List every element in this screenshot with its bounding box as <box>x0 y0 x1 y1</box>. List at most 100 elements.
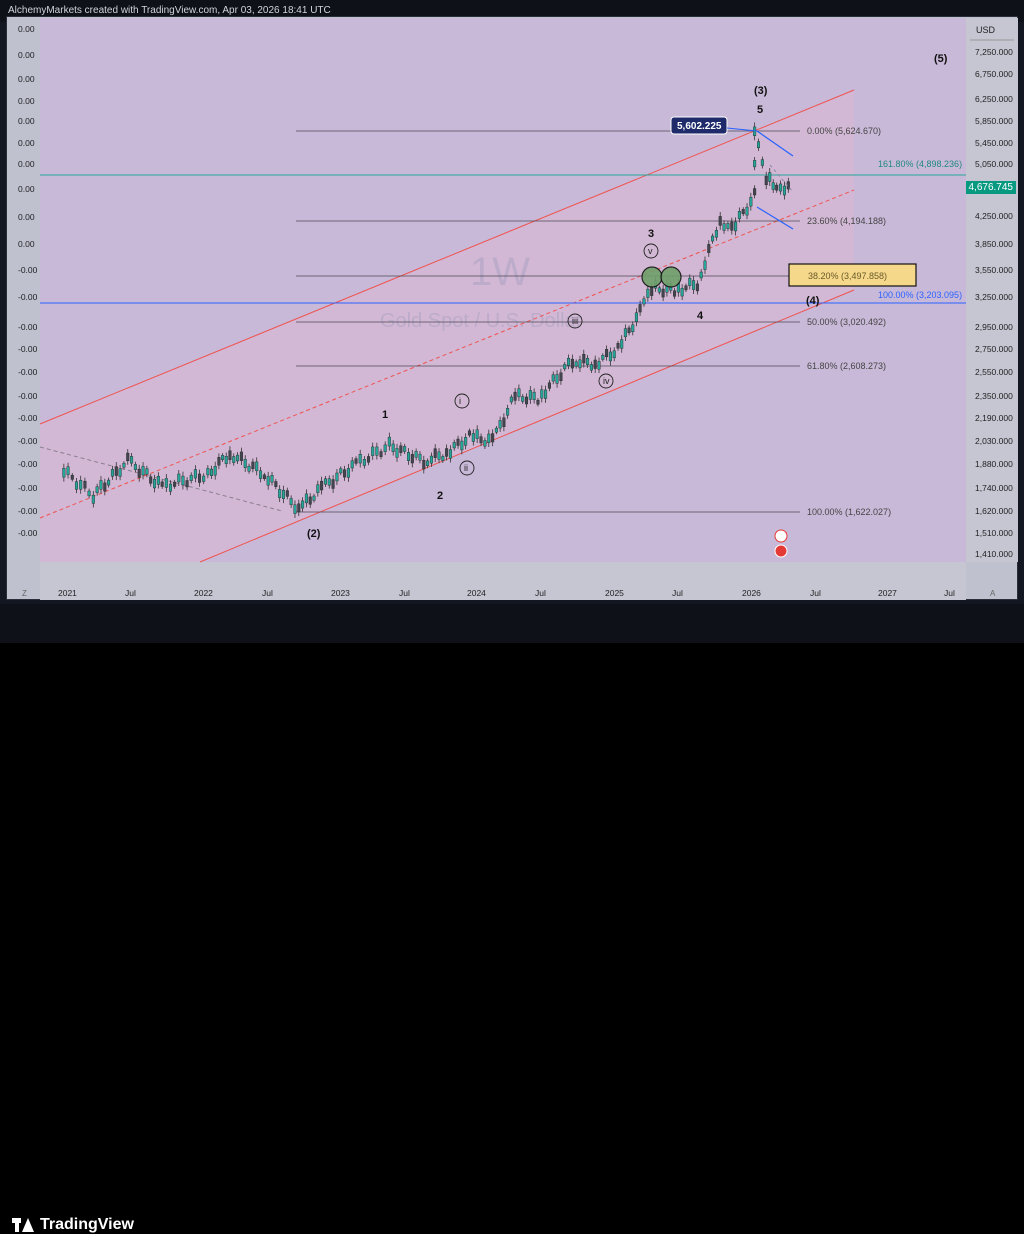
candle-body <box>110 469 114 477</box>
candle-body <box>210 468 214 476</box>
candle-body <box>448 449 452 459</box>
fib-label: 50.00% (3,020.492) <box>807 317 886 327</box>
candle-body <box>193 469 197 479</box>
candle-body <box>433 448 437 458</box>
candle-body <box>699 271 703 279</box>
candle-body <box>177 473 181 483</box>
candle-body <box>304 493 308 504</box>
candle-body <box>646 288 650 298</box>
wave-label: 5 <box>757 104 763 116</box>
candle-body <box>574 361 578 367</box>
fib-label: 61.80% (2,608.273) <box>807 361 886 371</box>
candle-body <box>173 481 177 487</box>
time-axis-panel <box>40 562 966 600</box>
candle-body <box>122 462 126 468</box>
y-tick-label: 2,030.000 <box>975 436 1013 446</box>
y-tick-label: 1,740.000 <box>975 483 1013 493</box>
left-tick-label: 0.00 <box>18 116 35 126</box>
candle-body <box>714 230 718 238</box>
candle-body <box>734 221 738 232</box>
candle-body <box>764 175 768 186</box>
candle-body <box>270 475 274 483</box>
y-tick-label: 1,880.000 <box>975 459 1013 469</box>
candle-body <box>221 455 225 460</box>
corner-right-label: A <box>990 589 996 598</box>
candle-body <box>467 430 471 436</box>
candle-body <box>506 408 510 416</box>
wave-circle <box>643 243 659 259</box>
y-tick-label: 3,550.000 <box>975 265 1013 275</box>
fib-label: 161.80% (4,898.236) <box>878 159 962 169</box>
candle-body <box>346 468 350 478</box>
candle-body <box>354 458 358 464</box>
x-tick-label: 2026 <box>742 588 761 598</box>
candle-body <box>509 396 513 403</box>
candle-body <box>126 452 130 462</box>
candle-body <box>331 479 335 489</box>
candle-body <box>768 172 772 182</box>
left-tick-label: -0.00 <box>18 322 38 332</box>
candle-body <box>680 287 684 297</box>
y-tick-label: 3,850.000 <box>975 239 1013 249</box>
fib-label: 100.00% (3,203.095) <box>878 290 962 300</box>
y-tick-label: 5,050.000 <box>975 159 1013 169</box>
left-tick-label: 0.00 <box>18 184 35 194</box>
candle-body <box>391 443 395 452</box>
candle-body <box>168 483 172 492</box>
candle-body <box>730 221 734 231</box>
left-tick-label: -0.00 <box>18 459 38 469</box>
candle-body <box>185 480 189 488</box>
candle-body <box>513 391 517 401</box>
x-tick-label: 2023 <box>331 588 350 598</box>
channel-upper-line <box>39 89 855 425</box>
candle-body <box>605 349 609 358</box>
candle-body <box>623 328 627 338</box>
candle-body <box>316 484 320 493</box>
candle-body <box>70 474 74 480</box>
candle-body <box>414 451 418 458</box>
y-tick-label: 2,950.000 <box>975 322 1013 332</box>
candle-body <box>753 188 757 196</box>
wave-label: 1 <box>382 409 388 421</box>
candle-body <box>137 468 141 478</box>
candle-body <box>471 433 475 442</box>
candle-body <box>475 429 479 439</box>
candle-body <box>243 459 247 468</box>
tradingview-logo[interactable]: TradingView <box>12 1216 134 1234</box>
left-tick-label: -0.00 <box>18 413 38 423</box>
candle-body <box>181 475 185 486</box>
candle-body <box>582 354 586 364</box>
candle-body <box>206 468 210 476</box>
channel-mid-line <box>39 189 855 519</box>
candle-body <box>281 489 285 499</box>
candle-body <box>403 446 407 452</box>
candle-body <box>202 475 206 482</box>
y-tick-label: 6,250.000 <box>975 94 1013 104</box>
candle-body <box>563 364 567 370</box>
candle-body <box>692 280 696 290</box>
candle-body <box>551 374 555 382</box>
candle-body <box>422 460 426 470</box>
left-tick-label: 0.00 <box>18 24 35 34</box>
candle-body <box>289 498 293 505</box>
candle-body <box>239 451 243 461</box>
tradingview-icon <box>12 1218 34 1232</box>
candle-body <box>224 456 228 464</box>
candle-body <box>339 468 343 474</box>
candle-body <box>395 448 399 458</box>
price-chart[interactable]: USD 7,250.000 6,750.000 6,250.000 5,850.000 5… <box>0 0 1024 604</box>
y-tick-label: 6,750.000 <box>975 69 1013 79</box>
x-tick-label: Jul <box>810 588 821 598</box>
candle-body <box>441 456 445 461</box>
candle-body <box>521 396 525 402</box>
candle-body <box>578 359 582 369</box>
candle-body <box>684 285 688 291</box>
candle-body <box>707 244 711 253</box>
y-tick-label: 1,410.000 <box>975 549 1013 559</box>
candle-body <box>745 206 749 216</box>
y-tick-label: 2,550.000 <box>975 367 1013 377</box>
x-tick-label: Jul <box>535 588 546 598</box>
candle-body <box>130 456 134 464</box>
left-tick-label: -0.00 <box>18 436 38 446</box>
candle-body <box>771 182 775 190</box>
